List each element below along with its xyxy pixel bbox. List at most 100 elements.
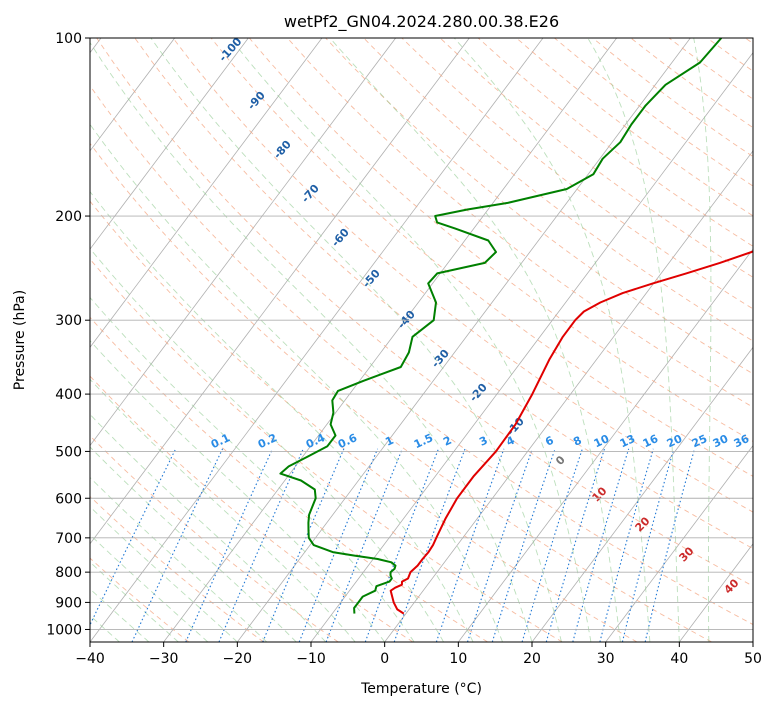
isotherm-line (605, 444, 753, 642)
moist-adiabat-line (90, 123, 503, 642)
dry-adiabat-line (554, 38, 753, 187)
dry-adiabat-line (90, 375, 414, 642)
moist-adiabat-label: 30 (677, 544, 697, 564)
mixing-ratio-line (521, 448, 583, 642)
moist-adiabat-label: 0 (553, 453, 568, 468)
moist-adiabat-line (453, 38, 651, 642)
mixing-ratio-label: 10 (592, 432, 612, 450)
isotherm-line (237, 38, 691, 642)
dry-adiabat-line (96, 38, 753, 587)
profile-lines (279, 38, 753, 615)
moist-adiabat-line (90, 561, 179, 642)
isotherm-line (458, 248, 753, 642)
mixing-ratio-label: 0.1 (209, 431, 232, 451)
moist-adiabat-label: 20 (633, 514, 653, 534)
dewpoint-profile-line (279, 38, 723, 614)
mixing-ratio-label: 20 (665, 432, 685, 450)
dry-adiabat-line (90, 85, 753, 626)
isotherm-line (90, 38, 544, 642)
x-tick-label: 10 (449, 651, 467, 667)
y-tick-label: 500 (55, 444, 82, 460)
thermo-background: -100-90-80-70-60-50-40-30-20-100.1 0.2 0.4… (90, 35, 753, 642)
dry-adiabat-label: -20 (467, 381, 490, 405)
isotherm-line (90, 38, 323, 348)
mixing-ratio-label: 6 (543, 434, 556, 449)
grid (90, 37, 753, 630)
mixing-ratio-line (435, 448, 505, 642)
y-tick-label: 800 (55, 565, 82, 581)
dry-adiabat-label: -30 (429, 347, 452, 371)
moist-adiabat-line (150, 38, 562, 642)
dry-adiabat-line (134, 38, 753, 550)
isotherm-line (90, 38, 470, 545)
mixing-ratio-label: 25 (690, 432, 709, 450)
plot-frame (89, 37, 754, 643)
moist-adiabat-line (90, 378, 356, 642)
mixing-ratio-label: 36 (732, 432, 752, 450)
mixing-ratio-label: 8 (571, 434, 583, 449)
mixing-ratio-label: 30 (711, 432, 731, 450)
y-tick-label: 1000 (46, 622, 82, 638)
y-tick-label: 200 (55, 209, 82, 225)
mixing-ratio-line (466, 448, 533, 642)
mixing-ratio-line (262, 448, 345, 642)
dry-adiabat-line (477, 38, 753, 247)
x-tick-label: 20 (523, 651, 541, 667)
mixing-ratio-line (644, 448, 696, 642)
mixing-ratio-label: 16 (641, 432, 661, 450)
dry-adiabat-label: -50 (360, 267, 383, 291)
dry-adiabat-line (706, 38, 753, 72)
dry-adiabat-label: -80 (271, 138, 294, 162)
mixing-ratio-label: 1 (383, 434, 395, 449)
moist-adiabat-line (329, 38, 621, 642)
moist-adiabat-line (229, 38, 592, 642)
x-tick-label: −20 (223, 651, 253, 667)
dry-adiabat-line (90, 495, 264, 642)
mixing-ratio-line (393, 448, 466, 642)
dry-adiabat-line (439, 38, 753, 278)
mixing-ratio-label: 1.5 (412, 431, 435, 451)
moist-adiabat-line (90, 41, 533, 642)
dry-adiabat-label: -100 (216, 35, 244, 64)
moist-adiabat-line (90, 446, 297, 642)
x-tick-label: −10 (296, 651, 326, 667)
mixing-ratio-line (599, 448, 654, 642)
dry-adiabat-line (401, 38, 753, 310)
moist-adiabat-line (587, 38, 680, 642)
mixing-ratio-line (298, 448, 379, 642)
mixing-ratio-label: 0.6 (336, 431, 359, 451)
isotherm-line (163, 38, 617, 642)
x-axis-label: Temperature (°C) (360, 681, 482, 697)
dry-adiabat-label: -90 (245, 89, 268, 113)
y-tick-label: 100 (55, 31, 82, 47)
x-tick-label: −30 (149, 651, 179, 667)
mixing-ratio-line (572, 448, 630, 642)
isotherm-line (90, 38, 396, 447)
y-tick-label: 300 (55, 313, 82, 329)
dry-adiabat-line (287, 38, 753, 408)
y-tick-label: 400 (55, 387, 82, 403)
x-tick-label: 0 (380, 651, 389, 667)
moist-adiabat-line (90, 413, 327, 642)
mixing-ratio-line (364, 448, 440, 642)
dry-adiabat-line (325, 38, 753, 375)
moist-adiabat-line (90, 340, 386, 642)
moist-adiabat-line (90, 296, 415, 642)
dry-adiabat-line (172, 38, 753, 513)
x-tick-label: 40 (670, 651, 688, 667)
dry-adiabat-line (90, 258, 563, 642)
dry-adiabat-line (90, 142, 712, 642)
mixing-ratio-line (131, 448, 224, 642)
dry-adiabat-line (745, 38, 753, 44)
moist-adiabat-line (90, 534, 209, 642)
isotherm-line (752, 641, 753, 642)
dry-adiabat-line (363, 38, 753, 342)
dry-adiabat-line (90, 316, 488, 642)
isotherm-line (531, 346, 753, 642)
mixing-ratio-label: 0.2 (256, 431, 279, 451)
dry-adiabat-line (90, 200, 638, 642)
dry-adiabat-line (90, 557, 190, 642)
